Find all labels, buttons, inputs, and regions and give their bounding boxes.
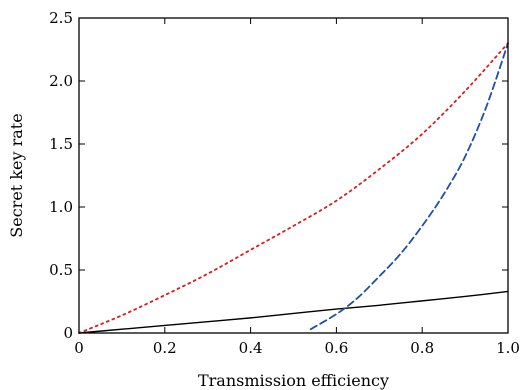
y-tick-label: 0.5 <box>49 261 73 279</box>
series-layer <box>78 42 509 334</box>
y-axis-label: Secret key rate <box>7 113 26 237</box>
y-tick-label: 2.5 <box>49 9 73 27</box>
x-tick-label: 0.8 <box>410 339 434 357</box>
x-axis-label: Transmission efficiency <box>198 371 389 390</box>
labels-layer: 0 0.2 0.4 0.6 0.8 1.0 0 0.5 1.0 1.5 2.0 2.5 <box>49 9 520 357</box>
series-line-dashed <box>309 42 509 331</box>
y-tick-label: 2.0 <box>49 72 73 90</box>
x-tick-label: 1.0 <box>496 339 520 357</box>
series-line-dotted <box>78 42 509 334</box>
y-tick-label: 0 <box>63 324 73 342</box>
y-tick-label: 1.5 <box>49 135 73 153</box>
y-tick-label: 1.0 <box>49 198 73 216</box>
x-tick-label: 0.2 <box>153 339 177 357</box>
plot-frame <box>78 17 509 334</box>
series-line-solid <box>78 290 509 334</box>
x-tick-label: 0.4 <box>239 339 263 357</box>
ticks-layer <box>78 17 509 334</box>
x-tick-label: 0 <box>74 339 84 357</box>
x-tick-label: 0.6 <box>324 339 348 357</box>
